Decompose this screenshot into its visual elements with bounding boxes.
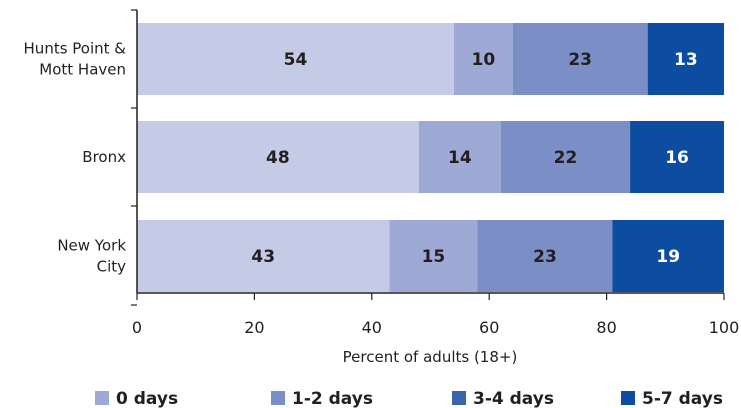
x-tick-label: 80 <box>596 318 616 337</box>
bar-value-label: 16 <box>665 148 689 168</box>
bar-value-label: 10 <box>471 50 495 70</box>
legend-label: 3-4 days <box>473 389 554 408</box>
bar-segment <box>453 23 513 95</box>
legend-swatch <box>95 391 109 405</box>
bar-value-label: 48 <box>266 148 290 168</box>
legend-label: 5-7 days <box>642 389 723 408</box>
x-tick-label: 20 <box>244 318 264 337</box>
legend-swatch <box>271 391 285 405</box>
bar-value-label: 22 <box>554 148 578 168</box>
bars-layer: 54 10 23 13 48 14 22 16 43 15 23 19 <box>137 23 724 292</box>
bar-segment <box>389 220 478 292</box>
category-label: Bronx <box>82 148 126 166</box>
category-label: Hunts Point & Mott Haven <box>24 40 127 79</box>
x-tick-label: 0 <box>132 318 142 337</box>
bar-segment <box>137 121 419 193</box>
x-tick-label: 40 <box>362 318 382 337</box>
legend-label: 1-2 days <box>292 389 373 408</box>
bar-value-label: 13 <box>674 50 698 70</box>
x-axis-title: Percent of adults (18+) <box>343 348 518 366</box>
legend-swatch <box>452 391 466 405</box>
bar-value-label: 19 <box>656 247 680 267</box>
bar-segment <box>137 23 454 95</box>
x-tick-label: 60 <box>479 318 499 337</box>
category-labels: Hunts Point & Mott Haven Bronx New York City <box>24 40 127 276</box>
category-label: New York City <box>57 237 126 276</box>
bar-segment <box>647 23 724 95</box>
bar-segment <box>500 121 631 193</box>
bar-value-label: 14 <box>448 148 472 168</box>
bar-segment <box>612 220 724 292</box>
x-ticks: 0 20 40 60 80 100 <box>131 9 740 337</box>
bar-value-label: 54 <box>284 50 308 70</box>
bar-value-label: 23 <box>568 50 592 70</box>
bar-segment <box>137 220 390 292</box>
x-tick-label: 100 <box>709 318 740 337</box>
bar-segment <box>630 121 724 193</box>
legend: 0 days 1-2 days 3-4 days 5-7 days <box>95 389 723 408</box>
bar-value-label: 23 <box>533 247 557 267</box>
bar-segment <box>477 220 613 292</box>
bar-value-label: 15 <box>422 247 446 267</box>
legend-swatch <box>621 391 635 405</box>
bar-value-label: 43 <box>251 247 275 267</box>
legend-label: 0 days <box>116 389 178 408</box>
bar-segment <box>512 23 648 95</box>
bar-segment <box>418 121 501 193</box>
